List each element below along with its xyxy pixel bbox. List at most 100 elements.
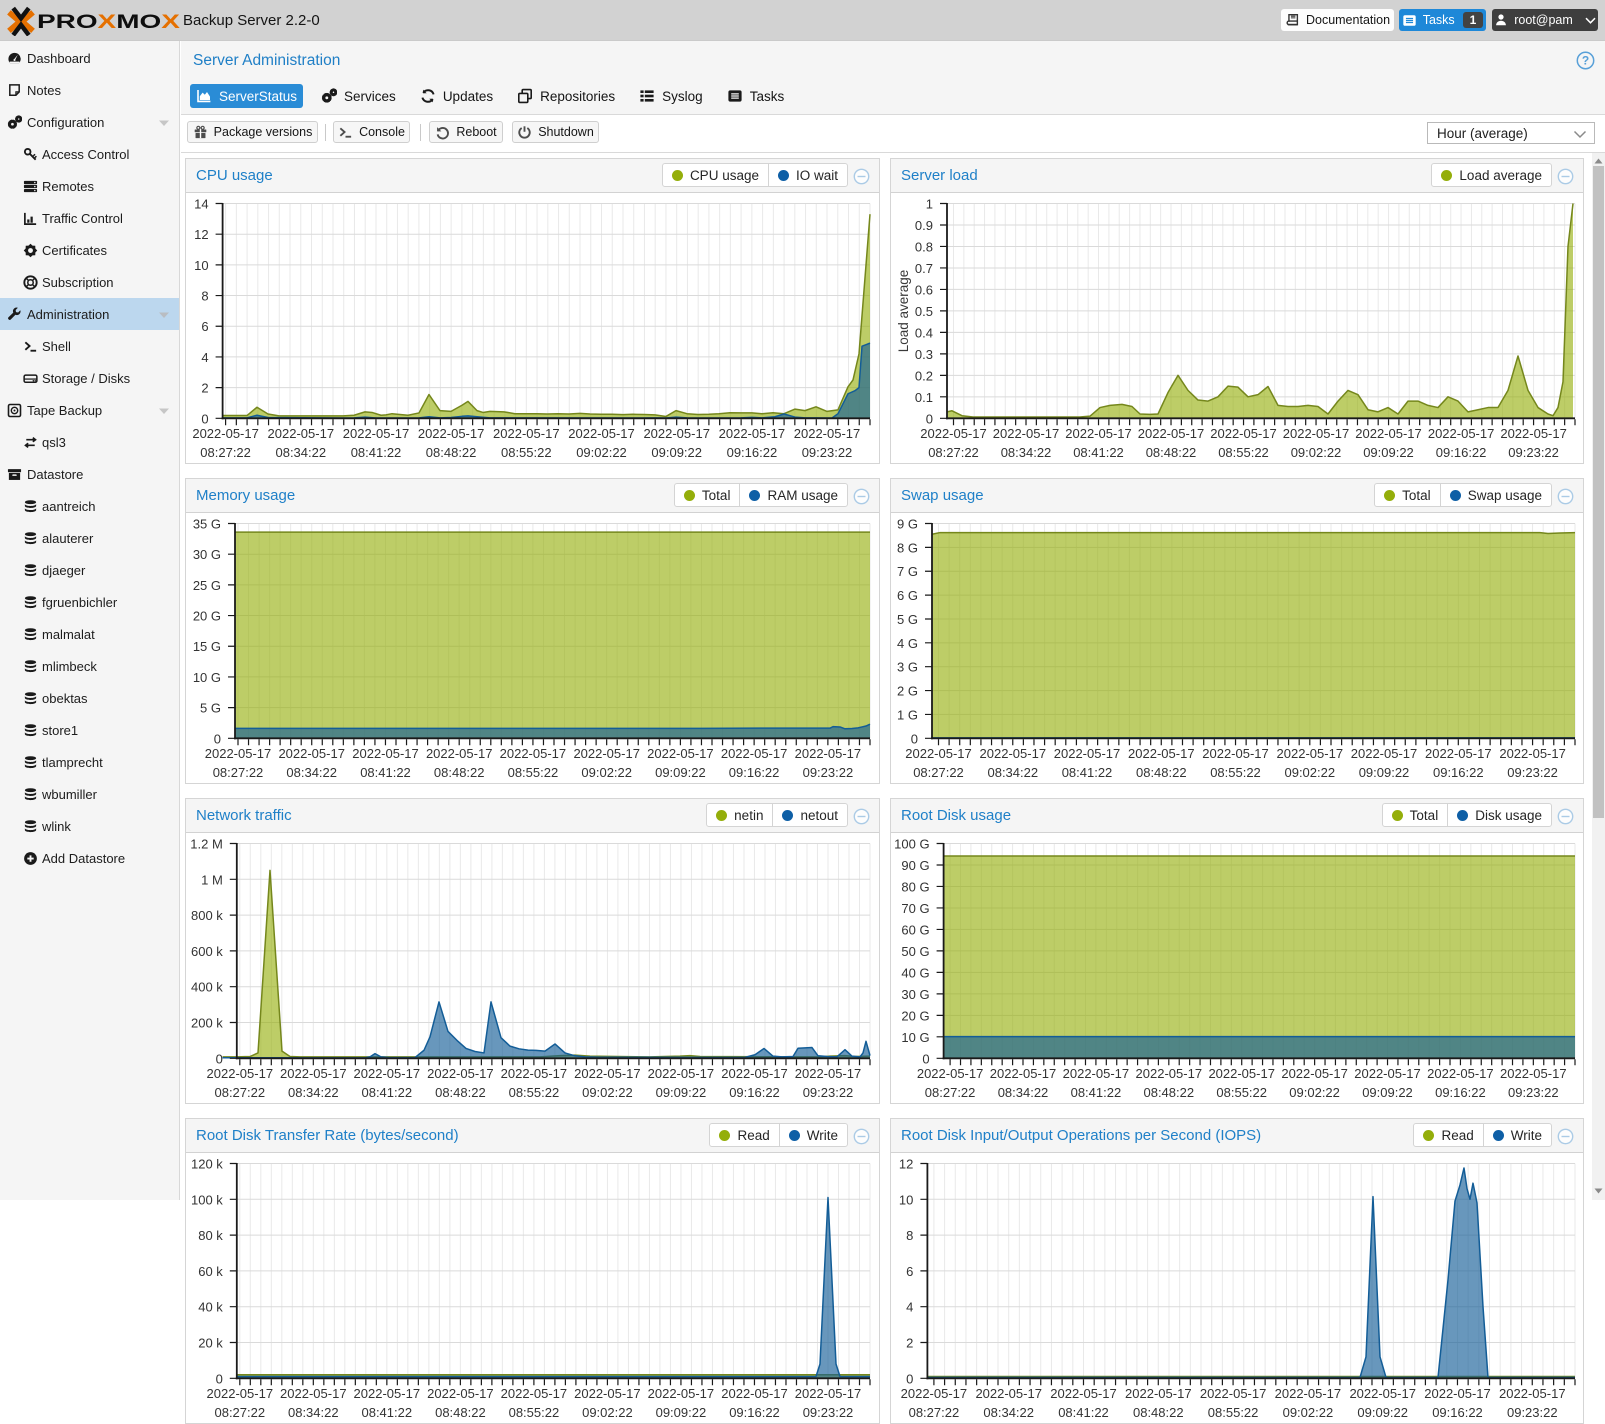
svg-text:1 M: 1 M	[201, 872, 223, 887]
svg-text:2022-05-17: 2022-05-17	[1425, 746, 1492, 761]
svg-text:09:16:22: 09:16:22	[1432, 1405, 1483, 1420]
svg-text:0.1: 0.1	[915, 390, 933, 405]
svg-text:08:41:22: 08:41:22	[360, 765, 411, 780]
svg-text:2022-05-17: 2022-05-17	[354, 1386, 421, 1401]
svg-text:2022-05-17: 2022-05-17	[427, 1066, 494, 1081]
svg-text:2022-05-17: 2022-05-17	[1427, 1066, 1494, 1081]
svg-text:2022-05-17: 2022-05-17	[1354, 1066, 1421, 1081]
svg-text:2022-05-17: 2022-05-17	[426, 746, 493, 761]
svg-text:2022-05-17: 2022-05-17	[1499, 1386, 1566, 1401]
svg-text:08:41:22: 08:41:22	[1073, 445, 1124, 460]
svg-text:2022-05-17: 2022-05-17	[1208, 1066, 1275, 1081]
svg-text:09:16:22: 09:16:22	[727, 445, 778, 460]
svg-text:0.7: 0.7	[915, 261, 933, 276]
svg-text:08:41:22: 08:41:22	[351, 445, 402, 460]
svg-text:0.9: 0.9	[915, 218, 933, 233]
svg-text:2022-05-17: 2022-05-17	[920, 426, 987, 441]
svg-text:09:16:22: 09:16:22	[729, 765, 780, 780]
svg-text:08:48:22: 08:48:22	[1146, 445, 1197, 460]
svg-text:0: 0	[926, 411, 933, 426]
svg-text:2022-05-17: 2022-05-17	[280, 1386, 347, 1401]
svg-text:09:16:22: 09:16:22	[729, 1405, 780, 1420]
svg-text:90 G: 90 G	[901, 858, 929, 873]
svg-text:8: 8	[906, 1228, 913, 1243]
svg-text:08:41:22: 08:41:22	[361, 1405, 412, 1420]
svg-text:2022-05-17: 2022-05-17	[1050, 1386, 1117, 1401]
svg-text:80 G: 80 G	[901, 879, 929, 894]
svg-text:2022-05-17: 2022-05-17	[1500, 426, 1567, 441]
svg-text:Load average: Load average	[896, 270, 911, 353]
svg-text:08:34:22: 08:34:22	[1001, 445, 1052, 460]
svg-text:2022-05-17: 2022-05-17	[795, 1386, 862, 1401]
svg-text:08:55:22: 08:55:22	[508, 765, 559, 780]
svg-text:120 k: 120 k	[191, 1157, 223, 1172]
svg-text:08:41:22: 08:41:22	[1062, 765, 1113, 780]
svg-text:70 G: 70 G	[901, 901, 929, 916]
svg-text:09:09:22: 09:09:22	[1362, 1085, 1413, 1100]
svg-text:2022-05-17: 2022-05-17	[1200, 1386, 1267, 1401]
svg-text:2022-05-17: 2022-05-17	[795, 1066, 862, 1081]
svg-text:2022-05-17: 2022-05-17	[719, 426, 786, 441]
svg-text:09:09:22: 09:09:22	[651, 445, 702, 460]
svg-text:2022-05-17: 2022-05-17	[278, 746, 345, 761]
svg-text:0: 0	[906, 1371, 913, 1386]
svg-text:08:48:22: 08:48:22	[435, 1405, 486, 1420]
svg-text:08:27:22: 08:27:22	[213, 765, 264, 780]
svg-text:2022-05-17: 2022-05-17	[648, 1066, 715, 1081]
svg-text:2022-05-17: 2022-05-17	[1054, 746, 1121, 761]
svg-text:08:48:22: 08:48:22	[426, 445, 477, 460]
svg-text:10 G: 10 G	[901, 1030, 929, 1045]
svg-text:2022-05-17: 2022-05-17	[917, 1066, 984, 1081]
svg-text:600 k: 600 k	[191, 944, 223, 959]
svg-text:2022-05-17: 2022-05-17	[795, 746, 862, 761]
svg-text:09:02:22: 09:02:22	[581, 765, 632, 780]
svg-text:10 G: 10 G	[193, 670, 221, 685]
svg-text:1.2 M: 1.2 M	[190, 837, 223, 852]
svg-text:2022-05-17: 2022-05-17	[1424, 1386, 1491, 1401]
svg-text:0.5: 0.5	[915, 304, 933, 319]
svg-text:35 G: 35 G	[193, 517, 221, 532]
svg-text:2022-05-17: 2022-05-17	[501, 1386, 568, 1401]
svg-text:09:23:22: 09:23:22	[803, 1085, 854, 1100]
svg-text:8: 8	[201, 289, 208, 304]
svg-text:09:09:22: 09:09:22	[1357, 1405, 1408, 1420]
svg-text:2022-05-17: 2022-05-17	[1275, 1386, 1342, 1401]
svg-text:08:55:22: 08:55:22	[1216, 1085, 1267, 1100]
svg-text:08:41:22: 08:41:22	[361, 1085, 412, 1100]
svg-text:08:27:22: 08:27:22	[214, 1085, 265, 1100]
svg-text:08:55:22: 08:55:22	[509, 1405, 560, 1420]
svg-text:2022-05-17: 2022-05-17	[993, 426, 1060, 441]
svg-text:08:34:22: 08:34:22	[275, 445, 326, 460]
svg-text:09:02:22: 09:02:22	[1291, 445, 1342, 460]
svg-text:08:41:22: 08:41:22	[1071, 1085, 1122, 1100]
svg-text:30 G: 30 G	[901, 987, 929, 1002]
svg-text:08:34:22: 08:34:22	[288, 1405, 339, 1420]
svg-text:09:23:22: 09:23:22	[1508, 445, 1559, 460]
svg-text:7 G: 7 G	[897, 564, 918, 579]
svg-text:2022-05-17: 2022-05-17	[1281, 1066, 1348, 1081]
svg-text:09:16:22: 09:16:22	[729, 1085, 780, 1100]
svg-text:2022-05-17: 2022-05-17	[1065, 426, 1132, 441]
svg-text:20 G: 20 G	[901, 1008, 929, 1023]
svg-text:2022-05-17: 2022-05-17	[352, 746, 419, 761]
svg-text:08:27:22: 08:27:22	[909, 1405, 960, 1420]
svg-text:2022-05-17: 2022-05-17	[207, 1386, 274, 1401]
svg-text:14: 14	[194, 197, 208, 212]
svg-text:2022-05-17: 2022-05-17	[1351, 746, 1418, 761]
svg-text:2022-05-17: 2022-05-17	[501, 1066, 568, 1081]
svg-text:2: 2	[906, 1336, 913, 1351]
svg-text:25 G: 25 G	[193, 578, 221, 593]
svg-text:1 G: 1 G	[897, 707, 918, 722]
svg-text:09:09:22: 09:09:22	[1363, 445, 1414, 460]
svg-text:08:48:22: 08:48:22	[435, 1085, 486, 1100]
svg-text:2022-05-17: 2022-05-17	[207, 1066, 274, 1081]
svg-text:09:23:22: 09:23:22	[802, 445, 853, 460]
svg-text:0: 0	[911, 731, 918, 746]
svg-text:09:23:22: 09:23:22	[1507, 1405, 1558, 1420]
svg-text:09:16:22: 09:16:22	[1436, 445, 1487, 460]
svg-text:6: 6	[906, 1264, 913, 1279]
svg-text:2: 2	[201, 381, 208, 396]
svg-text:08:34:22: 08:34:22	[288, 1085, 339, 1100]
svg-text:2022-05-17: 2022-05-17	[574, 1386, 641, 1401]
svg-text:4 G: 4 G	[897, 636, 918, 651]
